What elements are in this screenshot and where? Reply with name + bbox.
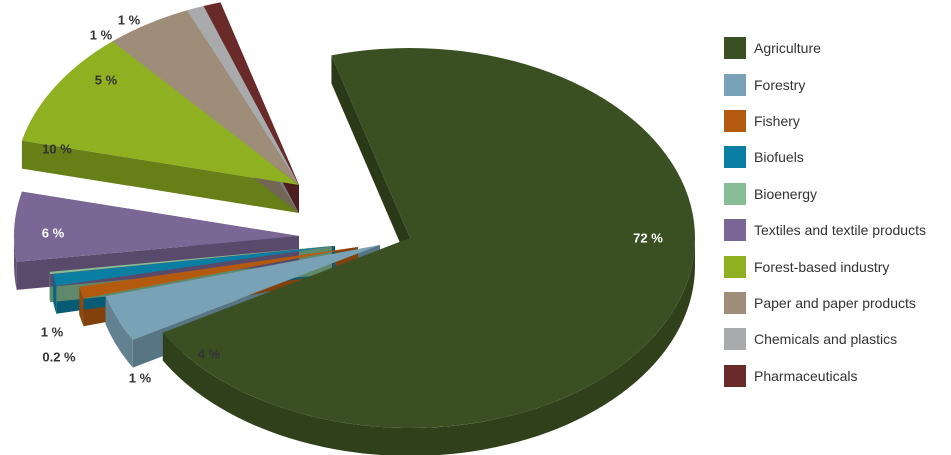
legend-item: Fishery	[724, 103, 951, 139]
legend-label: Textiles and textile products	[754, 222, 926, 239]
data-label-4: 0.2 %	[42, 349, 76, 364]
legend-swatch	[724, 182, 746, 205]
pie-slice-7	[112, 10, 299, 186]
pie-slice-rim-3-0	[53, 274, 57, 314]
legend-label: Agriculture	[754, 40, 821, 57]
pie-slice-wall-0-0	[331, 55, 410, 267]
legend-swatch	[724, 219, 746, 242]
pie-slice-4	[49, 246, 332, 275]
data-label-0: 72 %	[633, 230, 663, 245]
pie-slice-6	[21, 41, 300, 186]
legend-item: Forest-based industry	[724, 248, 951, 284]
legend-swatch	[724, 291, 746, 314]
pie-slice-rim-2-0	[79, 286, 84, 327]
legend-label: Forest-based industry	[754, 258, 890, 275]
legend-swatch	[724, 109, 746, 132]
legend-label: Forestry	[754, 76, 806, 93]
legend-item: Paper and paper products	[724, 285, 951, 321]
data-label-2: 1 %	[129, 370, 152, 385]
data-label-5: 6 %	[42, 225, 65, 240]
legend-swatch	[724, 37, 746, 60]
pie-slice-2	[79, 247, 359, 299]
legend-item: Forestry	[724, 66, 951, 102]
legend-label: Biofuels	[754, 149, 804, 166]
legend-label: Paper and paper products	[754, 294, 916, 311]
legend-item: Pharmaceuticals	[724, 358, 951, 394]
pie-slice-5	[14, 191, 300, 262]
legend-swatch	[724, 146, 746, 169]
legend-swatch	[724, 73, 746, 96]
pie-tops	[14, 2, 695, 428]
pie-chart: 72 % 4 % 1 % 1 % 0.2 % 6 % 10 % 5 % 1 % 1 %	[14, 2, 695, 455]
legend-swatch	[724, 328, 746, 351]
legend-swatch	[724, 364, 746, 387]
pie-slice-8	[187, 5, 299, 185]
legend-label: Fishery	[754, 112, 800, 129]
pie-slice-wall-6-0	[21, 140, 300, 213]
pie-slice-rim-5-0	[14, 236, 17, 290]
pie-slice-3	[53, 246, 335, 286]
legend-label: Pharmaceuticals	[754, 367, 858, 384]
legend-item: Chemicals and plastics	[724, 321, 951, 357]
legend-label: Bioenergy	[754, 185, 818, 202]
pie-slice-rim-4-0	[49, 271, 51, 303]
data-labels: 72 % 4 % 1 % 1 % 0.2 % 6 % 10 % 5 % 1 % 1 %	[41, 12, 663, 385]
pie-slice-rim-1-0	[105, 296, 133, 368]
pie-slice-0	[162, 48, 695, 428]
legend-swatch	[724, 255, 746, 278]
legend-item: Agriculture	[724, 30, 951, 66]
data-label-6: 10 %	[42, 141, 72, 156]
data-label-8: 1 %	[90, 27, 113, 42]
legend-item: Textiles and textile products	[724, 212, 951, 248]
legend-label: Chemicals and plastics	[754, 331, 898, 348]
pie-slice-9	[203, 2, 299, 186]
data-label-7: 5 %	[95, 72, 118, 87]
pie-slice-rim-0-0	[162, 238, 695, 455]
legend-item: Bioenergy	[724, 176, 951, 212]
pie-slice-1	[105, 245, 380, 340]
legend-item: Biofuels	[724, 139, 951, 175]
data-label-9: 1 %	[118, 12, 141, 27]
legend: Agriculture Forestry Fishery Biofuels Bioene…	[724, 30, 951, 394]
data-label-1: 4 %	[198, 346, 221, 361]
data-label-3: 1 %	[41, 324, 64, 339]
